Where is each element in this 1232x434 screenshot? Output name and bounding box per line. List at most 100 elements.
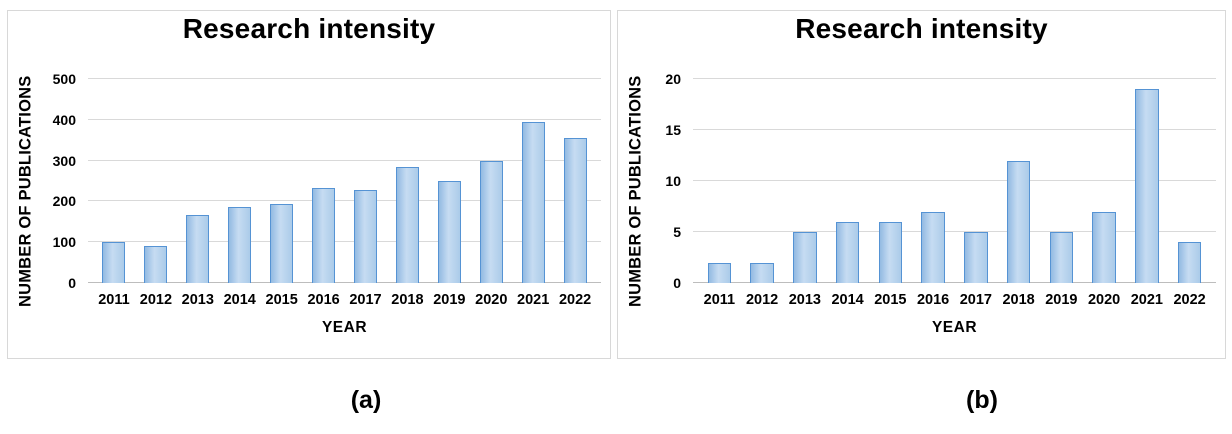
bar-slot-2017: [955, 79, 998, 283]
chart-panel-b: Research intensity NUMBER OF PUBLICATION…: [617, 10, 1226, 359]
x-tick-label-2020: 2020: [475, 292, 508, 308]
chart-a-title: Research intensity: [182, 13, 436, 44]
bar-slot-2019: [1040, 79, 1083, 283]
caption-b: (b): [966, 386, 998, 414]
bar-slot-2013: [784, 79, 827, 283]
y-tick-label-0: 0: [673, 275, 681, 291]
gridline-500: [88, 78, 601, 79]
gridline-10: [693, 180, 1216, 181]
bar-2014: [835, 221, 860, 283]
x-tick-label-2016: 2016: [916, 292, 950, 308]
bar-slot-2021: [1126, 79, 1169, 283]
bar-slot-2022: [1168, 79, 1211, 283]
bar-2014: [228, 206, 252, 283]
bar-slot-2021: [512, 79, 554, 283]
gridline-300: [88, 159, 601, 161]
chart-panel-a: Research intensity NUMBER OF PUBLICATION…: [7, 10, 611, 359]
gridline-5: [693, 231, 1216, 232]
x-tick-label-2012: 2012: [745, 292, 779, 308]
gridline-15: [693, 129, 1216, 130]
bar-slot-2011: [93, 79, 135, 283]
bar-2017: [353, 190, 378, 283]
x-tick-label-2017: 2017: [959, 292, 992, 308]
bar-2012: [750, 262, 774, 283]
y-tick-label-10: 10: [665, 173, 681, 189]
chart-a-y-axis-tick-labels: 0 100 200 300 400 500: [8, 72, 76, 290]
bar-slot-2012: [135, 79, 177, 283]
y-tick-label-400: 400: [52, 111, 76, 128]
y-tick-label-300: 300: [52, 152, 76, 169]
bar-2022: [563, 137, 587, 283]
bar-2021: [521, 121, 545, 283]
x-tick-label-2012: 2012: [139, 292, 173, 308]
bar-slot-2017: [345, 79, 387, 283]
bar-slot-2016: [912, 79, 955, 283]
y-tick-label-15: 15: [665, 122, 681, 138]
bar-2016: [921, 211, 945, 283]
caption-a: (a): [350, 386, 382, 414]
x-tick-label-2016: 2016: [307, 292, 340, 308]
bar-slot-2018: [997, 79, 1040, 283]
x-tick-label-2011: 2011: [703, 292, 736, 308]
bar-2019: [1049, 232, 1074, 283]
chart-b-grid-layer: [693, 78, 1216, 283]
chart-b-title: Research intensity: [795, 13, 1048, 44]
x-tick-label-2013: 2013: [181, 292, 214, 308]
x-tick-label-2014: 2014: [831, 292, 864, 308]
x-tick-label-2020: 2020: [1087, 292, 1121, 308]
bar-2015: [270, 203, 294, 283]
x-tick-label-2018: 2018: [1002, 292, 1035, 308]
y-tick-label-20: 20: [665, 71, 681, 87]
y-tick-label-200: 200: [52, 193, 76, 210]
bar-2020: [1092, 211, 1116, 283]
x-tick-label-2013: 2013: [788, 292, 821, 308]
bar-slot-2015: [869, 79, 912, 283]
bar-2022: [1177, 242, 1202, 283]
bar-2018: [1006, 160, 1031, 283]
chart-a-plot-area: [88, 78, 601, 283]
x-axis-line: [88, 281, 601, 283]
bar-slot-2022: [554, 79, 596, 283]
x-tick-label-2021: 2021: [1130, 292, 1163, 308]
bar-slot-2015: [261, 79, 303, 283]
x-tick-label-2021: 2021: [517, 292, 550, 308]
x-tick-label-2019: 2019: [1045, 292, 1078, 308]
chart-a-grid-layer: [88, 78, 601, 283]
bar-2012: [144, 246, 168, 283]
bar-slot-2014: [826, 79, 869, 283]
chart-b-y-axis-tick-labels: 0 5 10 15 20: [618, 72, 681, 290]
x-tick-label-2019: 2019: [433, 292, 466, 308]
chart-b-x-axis-tick-labels: 2011 2012 2013 2014 2015 2016 2017 2018 2019 2020…: [693, 292, 1216, 309]
bar-2017: [964, 232, 988, 283]
y-tick-label-0: 0: [68, 275, 76, 291]
y-tick-label-100: 100: [52, 234, 76, 251]
gridline-20: [693, 78, 1216, 79]
x-tick-label-2022: 2022: [1173, 292, 1206, 308]
chart-a-x-axis-tick-labels: 2011 2012 2013 2014 2015 2016 2017 2018 2019 2020…: [88, 292, 601, 309]
bar-slot-2011: [698, 79, 741, 283]
chart-b-x-axis-title: YEAR: [931, 319, 978, 336]
gridline-200: [88, 200, 601, 202]
chart-b-plot-area: [693, 78, 1216, 283]
x-tick-label-2014: 2014: [223, 292, 256, 308]
bar-slot-2018: [386, 79, 428, 283]
bar-2011: [707, 262, 732, 283]
bar-2013: [186, 215, 210, 283]
bar-slot-2012: [741, 79, 784, 283]
bar-2013: [793, 232, 817, 283]
chart-a-x-axis-title: YEAR: [321, 319, 368, 336]
bar-slot-2020: [470, 79, 512, 283]
bar-slot-2014: [219, 79, 261, 283]
chart-b-bars: [693, 79, 1216, 283]
bar-2020: [479, 161, 503, 283]
x-tick-label-2017: 2017: [349, 292, 382, 308]
bar-2021: [1135, 89, 1159, 283]
chart-a-bars: [88, 79, 601, 283]
x-tick-label-2015: 2015: [265, 292, 298, 308]
x-tick-label-2011: 2011: [98, 292, 130, 308]
bar-slot-2020: [1083, 79, 1126, 283]
x-tick-label-2015: 2015: [874, 292, 907, 308]
bar-slot-2013: [177, 79, 219, 283]
gridline-400: [88, 118, 601, 120]
